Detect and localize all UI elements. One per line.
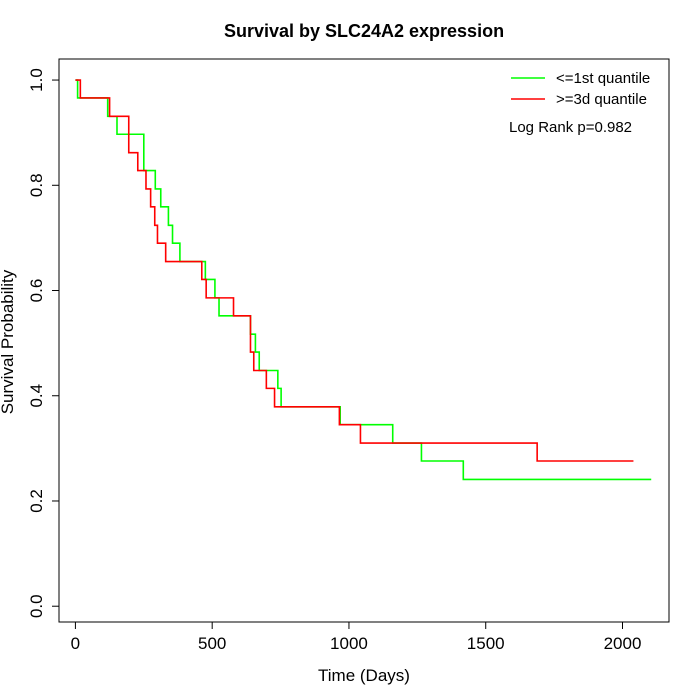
legend: <=1st quantile >=3d quantile — [511, 70, 650, 108]
x-tick-label: 1500 — [467, 634, 505, 653]
y-tick-label: 0.2 — [27, 489, 46, 513]
x-tick-label: 500 — [198, 634, 226, 653]
series-line-high — [75, 79, 634, 462]
y-tick-label: 0.0 — [27, 594, 46, 618]
legend-label-high: >=3d quantile — [556, 91, 647, 108]
x-axis: 0 500 1000 1500 2000 — [71, 621, 642, 653]
x-axis-label: Time (Days) — [318, 666, 410, 685]
legend-label-low: <=1st quantile — [556, 70, 650, 87]
series-line-low — [75, 79, 652, 481]
chart-title: Survival by SLC24A2 expression — [224, 21, 504, 41]
y-tick-label: 1.0 — [27, 68, 46, 92]
y-axis: 0.0 0.2 0.4 0.6 0.8 1.0 — [27, 68, 60, 618]
x-tick-label: 0 — [71, 634, 80, 653]
plot-frame — [58, 58, 670, 623]
y-tick-label: 0.4 — [27, 384, 46, 408]
x-tick-label: 2000 — [604, 634, 642, 653]
y-tick-label: 0.8 — [27, 173, 46, 197]
y-tick-label: 0.6 — [27, 279, 46, 303]
series-layer — [75, 79, 652, 481]
y-axis-label: Survival Probability — [0, 269, 17, 414]
x-tick-label: 1000 — [330, 634, 368, 653]
log-rank-annotation: Log Rank p=0.982 — [509, 119, 632, 136]
